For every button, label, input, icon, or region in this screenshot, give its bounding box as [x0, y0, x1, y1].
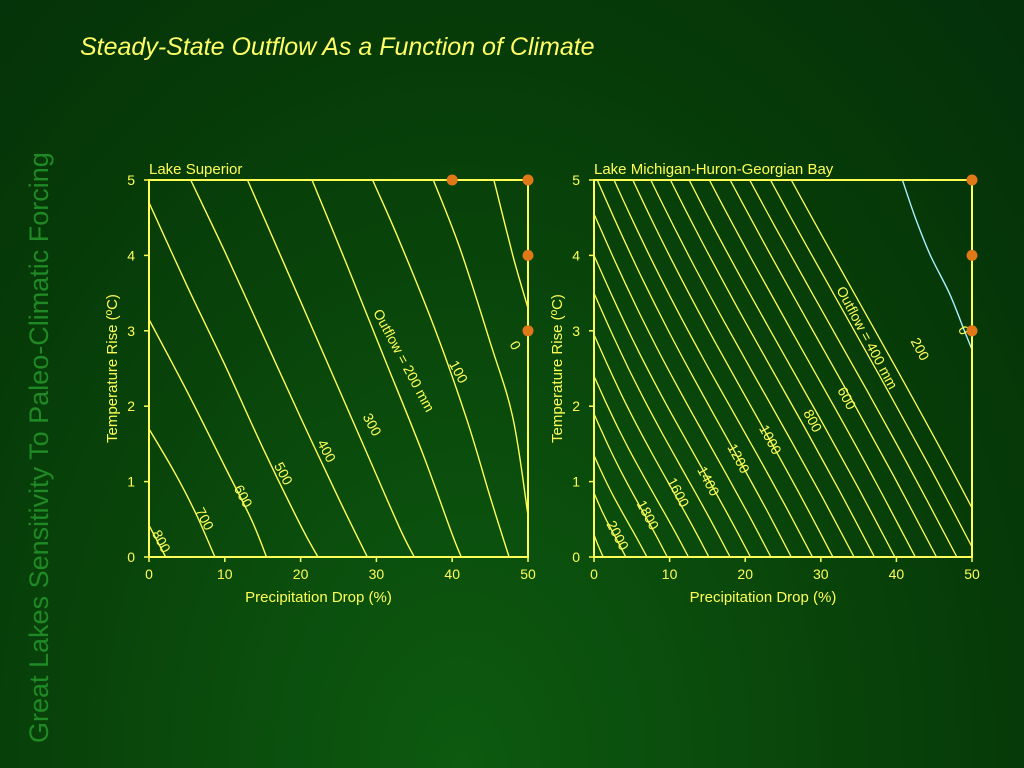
- contour-line: [748, 180, 958, 557]
- y-tick-label: 0: [572, 549, 580, 565]
- y-tick-label: 4: [572, 247, 580, 263]
- y-tick-label: 2: [572, 398, 580, 414]
- x-tick-label: 30: [369, 566, 385, 582]
- contour-line: [149, 202, 319, 557]
- y-tick-label: 3: [572, 323, 580, 339]
- data-marker: [522, 174, 534, 186]
- x-axis-label: Precipitation Drop (%): [245, 589, 392, 606]
- x-tick-label: 0: [590, 566, 598, 582]
- data-marker: [522, 249, 534, 261]
- x-tick-label: 40: [889, 566, 905, 582]
- contour-label: 800: [800, 407, 825, 435]
- contour-line: [149, 319, 268, 557]
- contour-line: [613, 180, 814, 557]
- x-tick-label: 10: [217, 566, 233, 582]
- contour-line: [493, 180, 528, 309]
- contour-line: [594, 255, 752, 557]
- x-tick-label: 30: [813, 566, 829, 582]
- contour-line: [246, 180, 415, 557]
- contour-label: 700: [192, 505, 217, 533]
- contour-line: [688, 180, 896, 557]
- x-tick-label: 50: [520, 566, 536, 582]
- chart-title: Lake Superior: [149, 161, 242, 178]
- contour-label: 1000: [756, 422, 785, 457]
- contour-line: [596, 180, 792, 557]
- contour-line: [371, 180, 510, 557]
- y-tick-label: 1: [127, 474, 135, 490]
- contour-line: [594, 413, 668, 557]
- contour-line: [650, 180, 855, 557]
- y-tick-label: 5: [127, 172, 135, 188]
- contour-line: [594, 292, 731, 557]
- data-marker: [966, 325, 978, 337]
- contour-lines: [594, 180, 972, 557]
- contour-line: [729, 180, 938, 557]
- data-marker: [966, 249, 978, 261]
- y-axis-label: Temperature Rise (ºC): [549, 294, 566, 443]
- y-axis-label: Temperature Rise (ºC): [104, 294, 121, 443]
- y-tick-label: 0: [127, 549, 135, 565]
- contour-label: 400: [314, 437, 339, 465]
- contour-line-zero: [901, 180, 972, 350]
- contour-line: [594, 213, 772, 557]
- contour-label: 100: [446, 358, 471, 386]
- x-tick-label: 20: [737, 566, 753, 582]
- contour-line: [790, 180, 972, 510]
- x-axis-label: Precipitation Drop (%): [690, 589, 837, 606]
- x-tick-label: 20: [293, 566, 309, 582]
- contour-line: [594, 534, 604, 557]
- contour-line: [190, 180, 368, 557]
- contour-label: 500: [271, 459, 296, 487]
- x-tick-label: 50: [964, 566, 980, 582]
- x-tick-label: 40: [444, 566, 460, 582]
- chart-panel-2: Lake Michigan-Huron-Georgian Bay20001800…: [549, 161, 980, 606]
- contour-line: [594, 492, 627, 557]
- data-marker: [522, 325, 534, 337]
- contour-line: [594, 375, 690, 557]
- x-tick-label: 0: [145, 566, 153, 582]
- contour-line: [594, 454, 648, 557]
- slide-title: Steady-State Outflow As a Function of Cl…: [80, 33, 595, 61]
- y-tick-label: 3: [127, 323, 135, 339]
- contour-line: [311, 180, 462, 557]
- contour-label: 1200: [724, 441, 753, 476]
- contour-label: Outflow = 200 mm: [370, 306, 438, 414]
- data-marker: [446, 174, 458, 186]
- chart-title: Lake Michigan-Huron-Georgian Bay: [594, 161, 834, 178]
- y-tick-label: 5: [572, 172, 580, 188]
- x-tick-label: 10: [662, 566, 678, 582]
- contour-label: 0: [507, 338, 525, 353]
- contour-line: [708, 180, 916, 557]
- contour-label: 1400: [694, 463, 723, 498]
- contour-label: 300: [360, 410, 385, 438]
- y-tick-label: 1: [572, 474, 580, 490]
- contour-lines: [149, 180, 528, 557]
- contour-line: [632, 180, 834, 557]
- contour-line: [432, 180, 528, 516]
- contour-line: [769, 180, 972, 549]
- data-marker: [966, 174, 978, 186]
- y-tick-label: 2: [127, 398, 135, 414]
- contour-label: 200: [908, 335, 933, 363]
- contour-line: [594, 334, 710, 557]
- plot-frame: [593, 179, 973, 558]
- contour-label: Outflow = 400 mm: [833, 284, 901, 392]
- contour-line: [669, 180, 876, 557]
- plot-frame: [148, 179, 529, 558]
- y-tick-label: 4: [127, 247, 135, 263]
- contour-line: [149, 428, 216, 557]
